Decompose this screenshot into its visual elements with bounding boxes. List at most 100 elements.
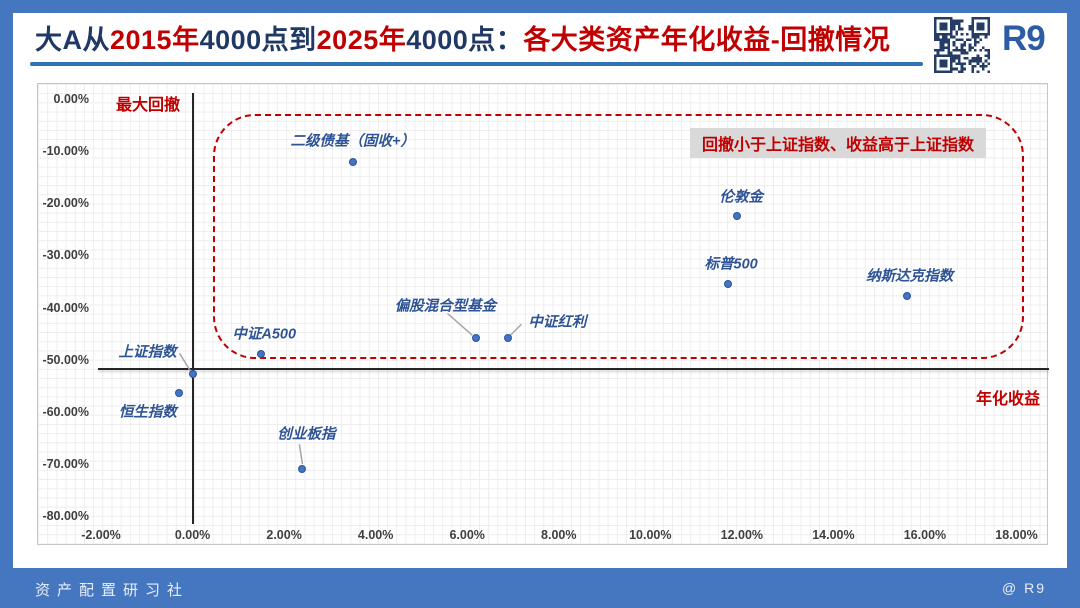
qr-module — [939, 49, 942, 52]
qr-module — [976, 54, 980, 57]
data-point-label: 标普500 — [704, 256, 758, 273]
data-point — [472, 334, 481, 343]
title-segment: 2025年 — [316, 25, 407, 55]
qr-module — [958, 59, 961, 63]
y-tick-label: -80.00% — [42, 509, 89, 523]
data-point — [257, 349, 266, 358]
x-tick-label: 4.00% — [357, 528, 394, 542]
qr-module — [952, 35, 956, 39]
data-point-label: 二级债基（固收+） — [290, 133, 415, 150]
qr-module — [963, 67, 966, 71]
qr-module — [974, 49, 977, 52]
y-tick-label: -30.00% — [42, 248, 89, 263]
qr-module — [942, 41, 945, 44]
qr-module — [974, 43, 977, 47]
chart-plot: 最大回撤 年化收益 回撤小于上证指数、收益高于上证指数 -2.00% 0.00% 2… — [38, 84, 1049, 544]
qr-module — [942, 35, 945, 39]
highlight-region — [213, 114, 1025, 360]
footer-bar: 资产配置研习社 @ R9 — [0, 568, 1080, 608]
qr-module — [968, 38, 972, 41]
y-axis-line — [191, 93, 194, 524]
qr-module — [974, 57, 977, 60]
qr-module — [958, 38, 961, 41]
x-tick-label: 2.00% — [266, 528, 302, 542]
data-point-label: 中证红利 — [528, 314, 587, 331]
qr-module — [944, 38, 948, 41]
qr-module — [979, 59, 982, 63]
logo-text: R9 — [1002, 19, 1046, 58]
qr-module — [984, 59, 988, 63]
qr-module — [963, 57, 966, 60]
data-point — [348, 158, 357, 167]
qr-module — [960, 19, 964, 23]
data-point — [188, 370, 197, 379]
qr-module — [987, 57, 990, 60]
qr-module — [968, 49, 972, 52]
chart-card: 最大回撤 年化收益 回撤小于上证指数、收益高于上证指数 -2.00% 0.00% 2… — [37, 83, 1049, 545]
qr-module — [952, 41, 956, 44]
qr-module — [966, 38, 969, 41]
x-tick-label: 14.00% — [812, 528, 855, 542]
y-tick-label: -70.00% — [42, 456, 89, 471]
qr-module — [955, 38, 958, 41]
y-tick-label: 0.00% — [53, 92, 89, 106]
qr-module — [947, 41, 950, 44]
qr-module — [982, 46, 985, 49]
qr-module — [936, 35, 940, 39]
qr-module — [950, 51, 953, 55]
content-area: 大A从2015年4000点到2025年4000点：各大类资产年化收益-回撤情况 … — [13, 13, 1067, 568]
qr-module — [958, 49, 961, 52]
qr-module — [955, 46, 958, 49]
qr-module — [974, 59, 977, 63]
qr-module — [939, 43, 942, 47]
qr-module — [984, 65, 988, 68]
qr-module — [968, 27, 972, 31]
qr-module — [974, 38, 977, 41]
qr-module — [971, 35, 974, 39]
x-tick-label: 10.00% — [629, 528, 672, 542]
qr-module — [984, 35, 988, 39]
qr-module — [976, 62, 980, 65]
qr-module — [952, 27, 956, 31]
qr-module — [958, 54, 961, 57]
qr-module — [971, 46, 974, 49]
qr-module — [982, 67, 985, 71]
title-segment: 4000点到 — [199, 25, 317, 55]
qr-module — [968, 43, 972, 47]
qr-module — [952, 49, 956, 52]
qr-module — [976, 70, 980, 73]
data-point-label: 恒生指数 — [118, 404, 177, 421]
qr-module — [987, 70, 990, 73]
qr-module — [960, 62, 964, 65]
qr-module — [952, 54, 956, 57]
data-point-label: 偏股混合型基金 — [394, 298, 497, 315]
qr-module — [987, 62, 990, 65]
qr-module — [939, 41, 942, 44]
qr-module — [968, 62, 972, 65]
qr-module — [947, 49, 950, 52]
qr-module — [958, 25, 961, 28]
qr-module — [976, 59, 980, 63]
data-point — [174, 388, 183, 397]
qr-module — [963, 62, 966, 65]
x-tick-label: 8.00% — [541, 528, 577, 542]
qr-module — [952, 25, 956, 28]
qr-module — [976, 22, 985, 31]
qr-module — [955, 33, 958, 36]
qr-module — [974, 65, 977, 68]
x-tick-label: 18.00% — [995, 528, 1038, 542]
page-title: 大A从2015年4000点到2025年4000点：各大类资产年化收益-回撤情况 — [35, 18, 890, 57]
footer-brand: 资产配置研习社 — [35, 582, 190, 599]
title-divider — [30, 62, 923, 66]
leader-line — [298, 443, 304, 465]
data-point-label: 创业板指 — [277, 426, 336, 443]
qr-module — [947, 38, 950, 41]
qr-module — [971, 59, 974, 63]
qr-module — [952, 67, 956, 71]
data-point — [733, 211, 742, 220]
qr-module — [987, 49, 990, 52]
qr-module — [950, 35, 953, 39]
x-axis-line — [98, 368, 1049, 370]
qr-module — [934, 35, 937, 39]
qr-module — [976, 57, 980, 60]
